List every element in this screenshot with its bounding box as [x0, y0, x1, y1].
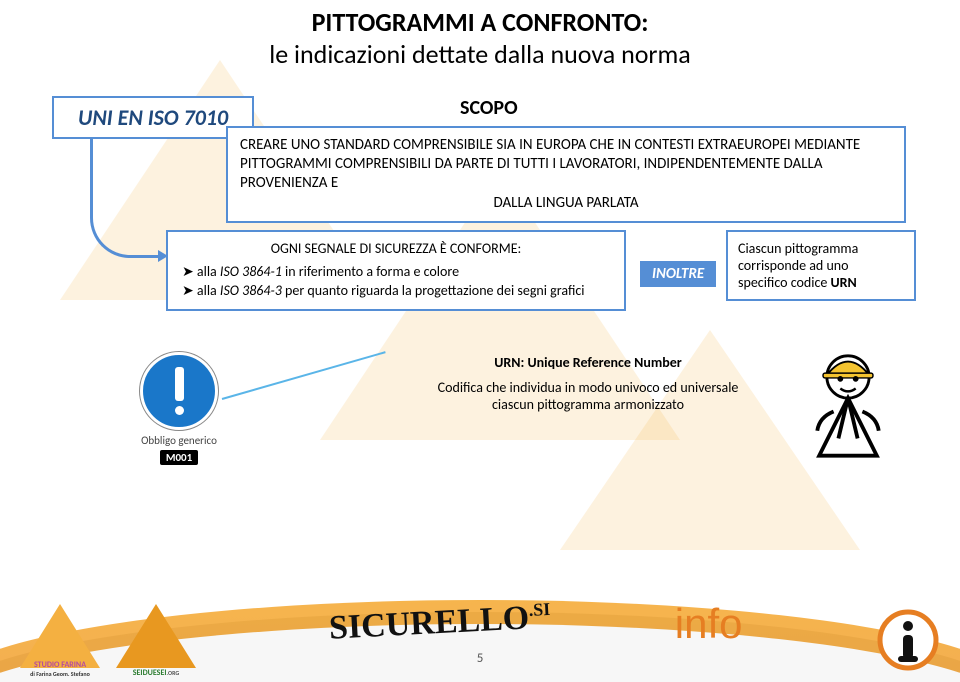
slide-content: PITTOGRAMMI A CONFRONTO: le indicazioni …: [0, 0, 960, 682]
urn-title: URN: Unique Reference Number: [388, 354, 788, 371]
sicurello-logo: SICURELLO.SI: [329, 598, 552, 648]
ciascun-line: Ciascun pittogramma: [738, 240, 904, 257]
mascot-icon: [800, 340, 896, 460]
seiduesei-logo: SEIDUESEI.ORG: [116, 604, 196, 676]
inoltre-badge: INOLTRE: [640, 261, 716, 287]
urn-block: URN: Unique Reference Number Codifica ch…: [388, 354, 788, 413]
mandatory-sign-icon: [140, 352, 218, 430]
conforme-item: alla ISO 3864-3 per quanto riguarda la p…: [182, 282, 610, 299]
ciascun-box: Ciascun pittogramma corrisponde ad uno s…: [726, 230, 916, 301]
page-number: 5: [477, 651, 484, 666]
scopo-heading: SCOPO: [460, 96, 518, 120]
urn-line: ciascun pittogramma armonizzato: [388, 396, 788, 413]
info-icon: [876, 608, 940, 672]
conforme-box: OGNI SEGNALE DI SICUREZZA È CONFORME: al…: [166, 230, 626, 311]
ciascun-line: corrisponde ad uno: [738, 257, 904, 274]
page-title: PITTOGRAMMI A CONFRONTO: le indicazioni …: [0, 0, 960, 70]
title-line2: le indicazioni dettate dalla nuova norma: [0, 38, 960, 70]
urn-line: Codifica che individua in modo univoco e…: [388, 379, 788, 396]
ciascun-line: specifico codice URN: [738, 274, 904, 291]
sign-label: Obbligo generico: [140, 434, 218, 447]
scopo-box: CREARE UNO STANDARD COMPRENSIBILE SIA IN…: [226, 126, 906, 223]
conforme-title: OGNI SEGNALE DI SICUREZZA È CONFORME:: [182, 240, 610, 257]
conforme-item: alla ISO 3864-1 in riferimento a forma e…: [182, 263, 610, 280]
uni-iso-box: UNI EN ISO 7010: [52, 96, 254, 139]
title-line1: PITTOGRAMMI A CONFRONTO:: [0, 6, 960, 38]
connector-arrow: [90, 138, 160, 258]
info-word: info: [675, 600, 743, 648]
scopo-line: PITTOGRAMMI COMPRENSIBILI DA PARTE DI TU…: [240, 155, 892, 193]
sign-code: M001: [160, 450, 198, 465]
pointer-line: [222, 351, 386, 400]
scopo-line: DALLA LINGUA PARLATA: [240, 194, 892, 213]
exclamation-icon: [174, 367, 184, 415]
mandatory-sign: Obbligo generico M001: [140, 352, 218, 466]
studio-farina-logo: STUDIO FARINA di Farina Geom. Stefano: [20, 604, 100, 676]
scopo-line: CREARE UNO STANDARD COMPRENSIBILE SIA IN…: [240, 136, 892, 155]
